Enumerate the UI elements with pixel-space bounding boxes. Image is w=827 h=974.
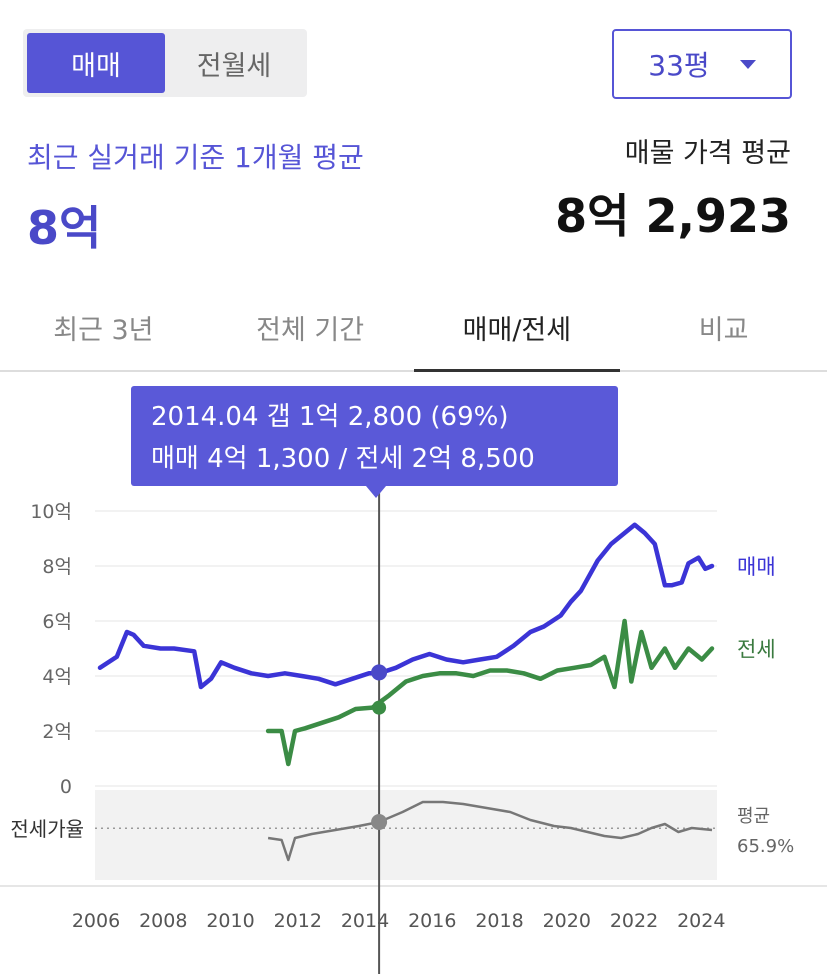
crosshair-jeonse-marker: [372, 700, 387, 715]
sale-toggle-button[interactable]: 매매: [27, 33, 165, 93]
x-tick-label: 2010: [206, 910, 254, 932]
recent-average-label: 최근 실거래 기준 1개월 평균: [27, 141, 364, 174]
area-size-select[interactable]: 33평: [612, 29, 792, 99]
tab-sale-jeonse[interactable]: 매매/전세: [413, 284, 621, 372]
trade-type-toggle: 매매 전월세: [23, 29, 307, 97]
recent-average-value: 8억: [27, 201, 102, 255]
rent-toggle-button[interactable]: 전월세: [196, 50, 272, 82]
x-tick-label: 2016: [408, 910, 456, 932]
listing-average-label: 매물 가격 평균: [624, 138, 791, 169]
ratio-panel-label: 전세가율: [10, 817, 84, 841]
x-tick-label: 2024: [677, 910, 725, 932]
x-tick-label: 2020: [543, 910, 591, 932]
tab-all-period[interactable]: 전체 기간: [256, 314, 365, 346]
tab-compare[interactable]: 비교: [698, 314, 749, 346]
y-tick-label: 2억: [42, 721, 72, 743]
jeonse-price-line: [265, 618, 715, 767]
crosshair-sale-marker: [371, 664, 388, 681]
listing-average-value: 8억 2,923: [555, 189, 791, 243]
jeonse-series-label: 전세: [737, 638, 776, 662]
crosshair-ratio-marker: [371, 814, 388, 830]
sale-price-line: [97, 522, 715, 690]
y-tick-label: 4억: [42, 666, 72, 688]
area-size-value: 33평: [648, 49, 710, 82]
x-tick-label: 2012: [274, 910, 322, 932]
tab-recent-3-years[interactable]: 최근 3년: [53, 314, 154, 346]
x-tick-label: 2006: [72, 910, 120, 932]
tooltip-price-line: 매매 4억 1,300 / 전세 2억 8,500: [151, 444, 535, 474]
caret-down-icon: [739, 59, 756, 69]
tooltip-gap-line: 2014.04 갭 1억 2,800 (69%): [151, 402, 509, 432]
x-tick-label: 2008: [139, 910, 187, 932]
price-chart[interactable]: 10억 8억 6억 4억 2억 0 2006 2008 2010 2012 2014 2016 2018…: [0, 372, 827, 974]
x-tick-label: 2018: [475, 910, 523, 932]
jeonse-ratio-line: [267, 800, 713, 862]
ratio-average-label: 평균: [737, 806, 770, 827]
ratio-average-value: 65.9%: [737, 836, 794, 857]
period-tabs: 최근 3년 전체 기간 매매/전세 비교: [0, 284, 827, 372]
sale-series-label: 매매: [737, 555, 776, 579]
y-tick-label: 6억: [42, 611, 72, 633]
x-tick-label: 2014: [341, 910, 389, 932]
chart-tooltip: 2014.04 갭 1억 2,800 (69%) 매매 4억 1,300 / 전…: [131, 386, 618, 498]
y-tick-label: 10억: [30, 501, 72, 523]
y-tick-label: 8억: [42, 556, 72, 578]
y-tick-label: 0: [60, 776, 72, 798]
ratio-panel-background: [95, 790, 717, 880]
x-tick-label: 2022: [610, 910, 658, 932]
